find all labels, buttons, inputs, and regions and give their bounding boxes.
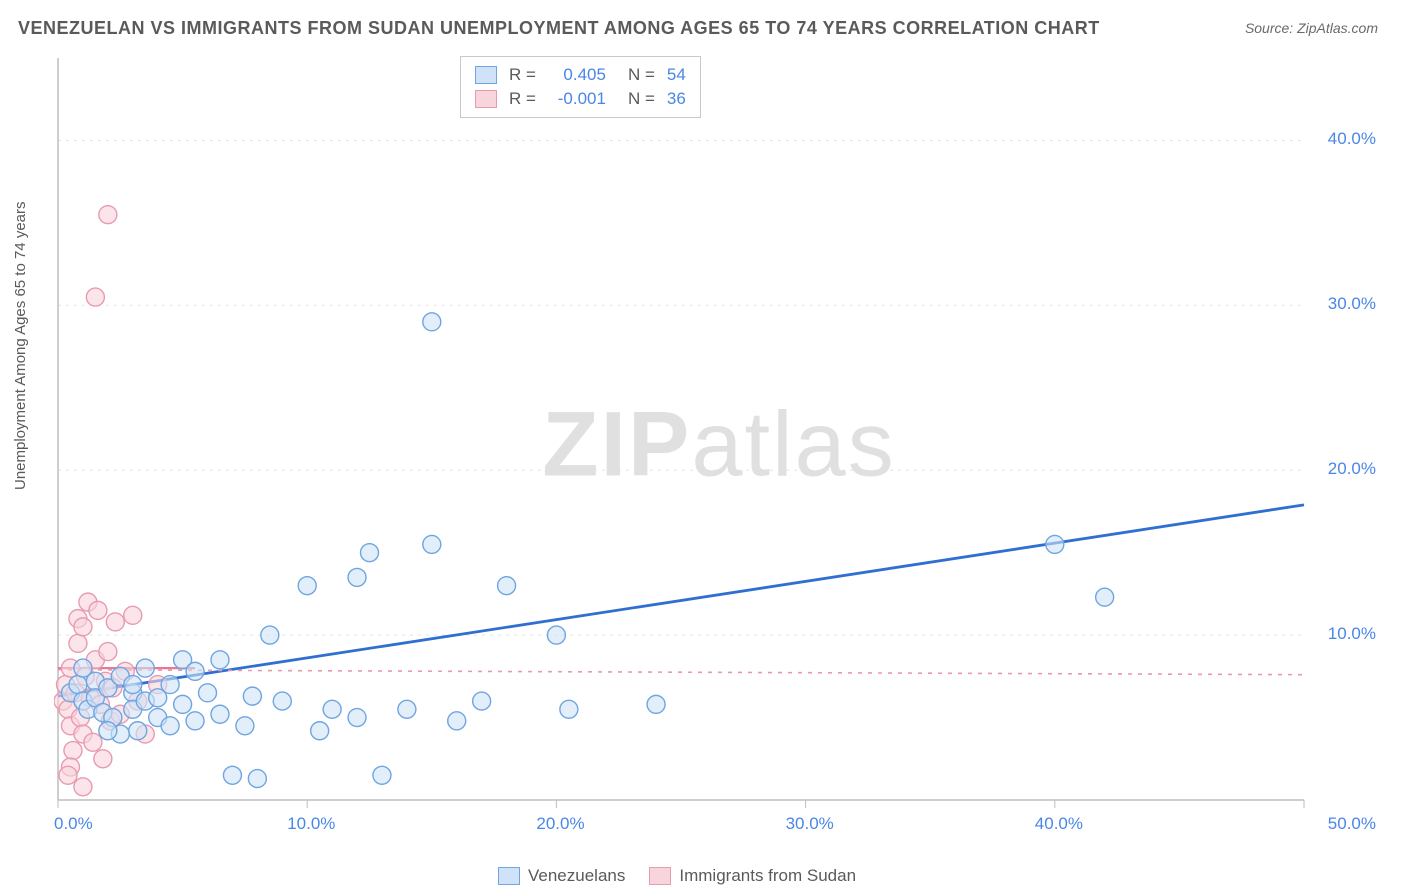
series-name: Venezuelans — [528, 866, 625, 886]
r-value: -0.001 — [548, 89, 606, 109]
x-tick-label: 20.0% — [536, 814, 584, 834]
x-tick-label: 30.0% — [786, 814, 834, 834]
legend-swatch — [475, 90, 497, 108]
legend-swatch — [498, 867, 520, 885]
n-label: N = — [628, 65, 655, 85]
r-value: 0.405 — [548, 65, 606, 85]
source-label: Source: ZipAtlas.com — [1245, 20, 1378, 36]
y-tick-label: 10.0% — [1328, 624, 1376, 644]
series-legend-item: Venezuelans — [498, 866, 625, 886]
correlation-legend: R = 0.405 N = 54 R = -0.001 N = 36 — [460, 56, 701, 118]
chart-canvas — [54, 50, 1384, 840]
x-tick-label: 50.0% — [1328, 814, 1376, 834]
n-value: 54 — [667, 65, 686, 85]
chart-title: VENEZUELAN VS IMMIGRANTS FROM SUDAN UNEM… — [18, 18, 1100, 39]
n-label: N = — [628, 89, 655, 109]
series-legend: Venezuelans Immigrants from Sudan — [498, 866, 856, 886]
y-tick-label: 30.0% — [1328, 294, 1376, 314]
x-tick-label: 0.0% — [54, 814, 93, 834]
x-tick-label: 10.0% — [287, 814, 335, 834]
series-name: Immigrants from Sudan — [679, 866, 856, 886]
legend-row: R = 0.405 N = 54 — [475, 63, 686, 87]
r-label: R = — [509, 89, 536, 109]
scatter-plot: ZIPatlas 0.0%10.0%20.0%30.0%40.0%50.0%10… — [54, 50, 1384, 840]
y-axis-label: Unemployment Among Ages 65 to 74 years — [12, 201, 29, 490]
r-label: R = — [509, 65, 536, 85]
n-value: 36 — [667, 89, 686, 109]
series-legend-item: Immigrants from Sudan — [649, 866, 856, 886]
y-tick-label: 20.0% — [1328, 459, 1376, 479]
x-tick-label: 40.0% — [1035, 814, 1083, 834]
legend-row: R = -0.001 N = 36 — [475, 87, 686, 111]
y-tick-label: 40.0% — [1328, 129, 1376, 149]
legend-swatch — [475, 66, 497, 84]
legend-swatch — [649, 867, 671, 885]
